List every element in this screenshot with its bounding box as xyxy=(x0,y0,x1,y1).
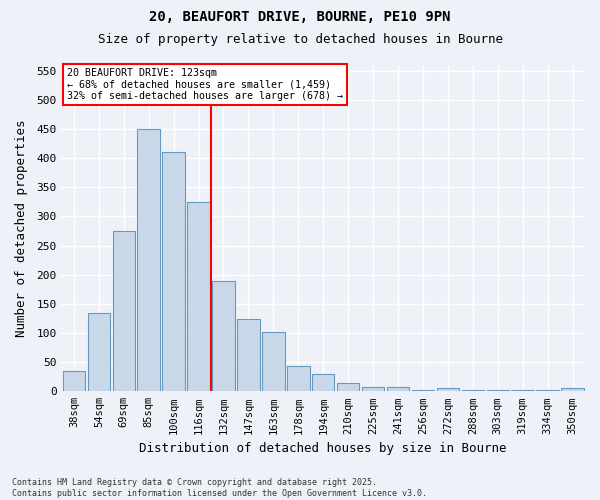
Bar xyxy=(237,319,260,392)
Bar xyxy=(62,372,85,392)
Bar xyxy=(212,280,235,392)
Bar xyxy=(387,386,409,392)
Bar xyxy=(437,388,459,392)
X-axis label: Distribution of detached houses by size in Bourne: Distribution of detached houses by size … xyxy=(139,442,507,455)
Bar xyxy=(113,231,135,392)
Text: 20 BEAUFORT DRIVE: 123sqm
← 68% of detached houses are smaller (1,459)
32% of se: 20 BEAUFORT DRIVE: 123sqm ← 68% of detac… xyxy=(67,68,343,102)
Bar xyxy=(287,366,310,392)
Bar xyxy=(262,332,284,392)
Text: Size of property relative to detached houses in Bourne: Size of property relative to detached ho… xyxy=(97,32,503,46)
Bar xyxy=(187,202,210,392)
Bar xyxy=(412,390,434,392)
Bar xyxy=(536,390,559,392)
Bar xyxy=(337,382,359,392)
Bar xyxy=(362,387,385,392)
Text: 20, BEAUFORT DRIVE, BOURNE, PE10 9PN: 20, BEAUFORT DRIVE, BOURNE, PE10 9PN xyxy=(149,10,451,24)
Text: Contains HM Land Registry data © Crown copyright and database right 2025.
Contai: Contains HM Land Registry data © Crown c… xyxy=(12,478,427,498)
Bar xyxy=(562,388,584,392)
Y-axis label: Number of detached properties: Number of detached properties xyxy=(15,120,28,337)
Bar xyxy=(312,374,334,392)
Bar xyxy=(511,390,534,392)
Bar xyxy=(88,312,110,392)
Bar xyxy=(163,152,185,392)
Bar xyxy=(461,390,484,392)
Bar xyxy=(487,390,509,392)
Bar xyxy=(137,129,160,392)
